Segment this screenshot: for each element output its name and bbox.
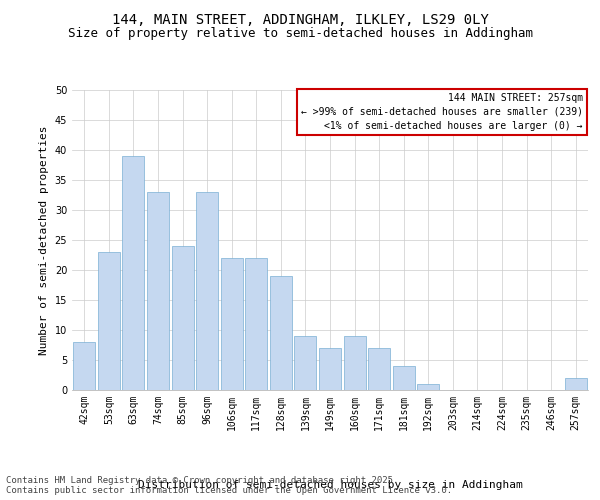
Bar — [565, 378, 587, 390]
Bar — [344, 336, 365, 390]
Text: Distribution of semi-detached houses by size in Addingham: Distribution of semi-detached houses by … — [137, 480, 523, 490]
Bar — [295, 336, 316, 390]
Text: 144 MAIN STREET: 257sqm
← >99% of semi-detached houses are smaller (239)
<1% of : 144 MAIN STREET: 257sqm ← >99% of semi-d… — [301, 93, 583, 131]
Bar — [319, 348, 341, 390]
Bar — [417, 384, 439, 390]
Bar — [147, 192, 169, 390]
Bar — [122, 156, 145, 390]
Text: Contains HM Land Registry data © Crown copyright and database right 2025.
Contai: Contains HM Land Registry data © Crown c… — [6, 476, 452, 495]
Bar — [73, 342, 95, 390]
Text: 144, MAIN STREET, ADDINGHAM, ILKLEY, LS29 0LY: 144, MAIN STREET, ADDINGHAM, ILKLEY, LS2… — [112, 12, 488, 26]
Bar — [245, 258, 268, 390]
Bar — [98, 252, 120, 390]
Bar — [392, 366, 415, 390]
Bar — [368, 348, 390, 390]
Y-axis label: Number of semi-detached properties: Number of semi-detached properties — [39, 125, 49, 355]
Bar — [270, 276, 292, 390]
Bar — [221, 258, 243, 390]
Bar — [196, 192, 218, 390]
Text: Size of property relative to semi-detached houses in Addingham: Size of property relative to semi-detach… — [67, 28, 533, 40]
Bar — [172, 246, 194, 390]
